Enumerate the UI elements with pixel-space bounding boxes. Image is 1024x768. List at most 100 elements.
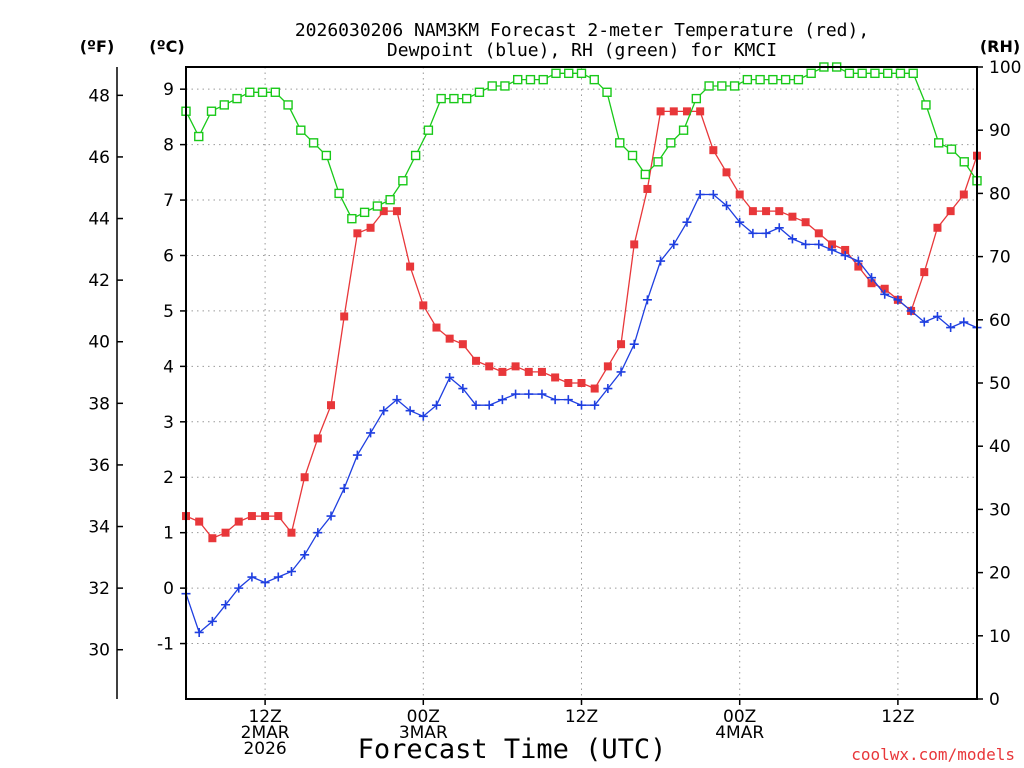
celsius-tick-label: 3: [163, 413, 174, 433]
dewpoint-point: [221, 600, 231, 610]
rh-point: [359, 207, 370, 218]
dewpoint-point: [629, 339, 639, 349]
rh-point: [500, 81, 510, 91]
rh-unit-label: (RH): [980, 37, 1020, 56]
series-rh: [181, 62, 982, 224]
dewpoint-point: [366, 428, 376, 438]
fahrenheit-tick-label: 34: [88, 518, 110, 538]
temperature-point: [880, 284, 889, 293]
rh-point: [321, 150, 332, 161]
temperature-point: [775, 207, 784, 216]
temperature-point: [247, 512, 256, 521]
fahrenheit-unit-label: (ºF): [80, 37, 115, 56]
fahrenheit-tick-label: 32: [88, 579, 110, 599]
rh-point: [410, 150, 421, 161]
fahrenheit-tick-label: 42: [88, 271, 110, 291]
rh-tick-label: 80: [989, 184, 1011, 204]
dewpoint-point: [511, 389, 521, 399]
rh-point: [666, 138, 676, 148]
dewpoint-point: [656, 256, 666, 266]
rh-tick-label: 20: [989, 564, 1011, 584]
dewpoint-point: [787, 234, 797, 244]
rh-point: [449, 93, 459, 104]
temperature-point: [234, 517, 243, 526]
dewpoint-point: [577, 400, 586, 410]
rh-point: [882, 68, 893, 79]
dewpoint-point: [300, 550, 310, 560]
fahrenheit-tick-label: 44: [88, 210, 110, 230]
dewpoint-point: [893, 295, 903, 305]
dewpoint-point: [959, 317, 969, 327]
chart-title-line-1: 2026030206 NAM3KM Forecast 2-meter Tempe…: [295, 20, 869, 41]
dewpoint-point: [286, 566, 296, 576]
temperature-point: [959, 190, 968, 199]
x-tick-label: 12Z: [565, 707, 598, 727]
rh-tick-label: 70: [989, 248, 1011, 268]
rh-point: [385, 195, 395, 205]
temperature-point: [841, 245, 850, 254]
temperature-point: [458, 340, 467, 349]
rh-point: [793, 74, 804, 85]
dewpoint-point: [814, 239, 824, 249]
dewpoint-point: [867, 273, 877, 283]
celsius-tick-label: 0: [163, 579, 174, 599]
dewpoint-point: [313, 528, 323, 538]
temperature-point: [392, 207, 401, 216]
rh-point: [602, 87, 612, 97]
temperature-point: [208, 534, 217, 543]
temperature-point: [696, 107, 705, 116]
rh-point: [755, 74, 765, 85]
dewpoint-point: [801, 239, 811, 249]
temperature-point: [551, 373, 560, 382]
x-tick-label: 12Z: [881, 707, 914, 727]
temperature-point: [643, 184, 652, 193]
temperature-point: [537, 367, 546, 376]
temperature-point: [867, 279, 876, 288]
temperature-point: [524, 367, 533, 376]
temperature-point: [603, 362, 612, 371]
rh-tick-label: 90: [989, 121, 1011, 141]
temperature-point: [445, 334, 454, 343]
temperature-point: [379, 207, 388, 216]
fahrenheit-tick-label: 40: [88, 333, 110, 353]
x-axis-title: Forecast Time (UTC): [358, 734, 667, 765]
rh-point: [576, 68, 587, 79]
dewpoint-point: [708, 190, 718, 200]
rh-point: [934, 138, 944, 148]
temperature-point: [300, 473, 309, 482]
celsius-tick-label: 7: [163, 191, 174, 211]
rh-point: [461, 93, 472, 104]
rh-point: [717, 81, 727, 91]
rh-point: [959, 157, 969, 167]
rh-point: [398, 176, 408, 186]
temperature-point: [511, 362, 520, 371]
rh-point: [283, 100, 293, 110]
dewpoint-point: [207, 616, 217, 626]
rh-point: [206, 106, 217, 116]
rh-point: [525, 74, 536, 85]
dewpoint-point: [537, 389, 547, 399]
rh-tick-label: 50: [989, 374, 1011, 394]
dewpoint-point: [774, 223, 784, 233]
temperature-point: [472, 356, 481, 365]
temperature-point: [340, 312, 349, 321]
dewpoint-point: [194, 627, 204, 637]
dewpoint-point: [524, 389, 534, 399]
temperature-point: [788, 212, 797, 221]
dewpoint-point: [234, 583, 244, 593]
dewpoint-point: [919, 317, 929, 327]
dewpoint-point: [405, 406, 415, 416]
rh-point: [921, 100, 931, 110]
rh-point: [334, 188, 344, 199]
rh-point: [232, 93, 242, 104]
temperature-point: [366, 223, 375, 232]
dewpoint-point: [946, 323, 956, 333]
temperature-point: [287, 528, 296, 537]
dewpoint-point: [339, 483, 349, 493]
dewpoint-point: [471, 400, 481, 410]
temperature-point: [669, 107, 678, 116]
rh-point: [372, 201, 383, 211]
rh-point: [513, 74, 523, 85]
temperature-point: [814, 229, 823, 238]
